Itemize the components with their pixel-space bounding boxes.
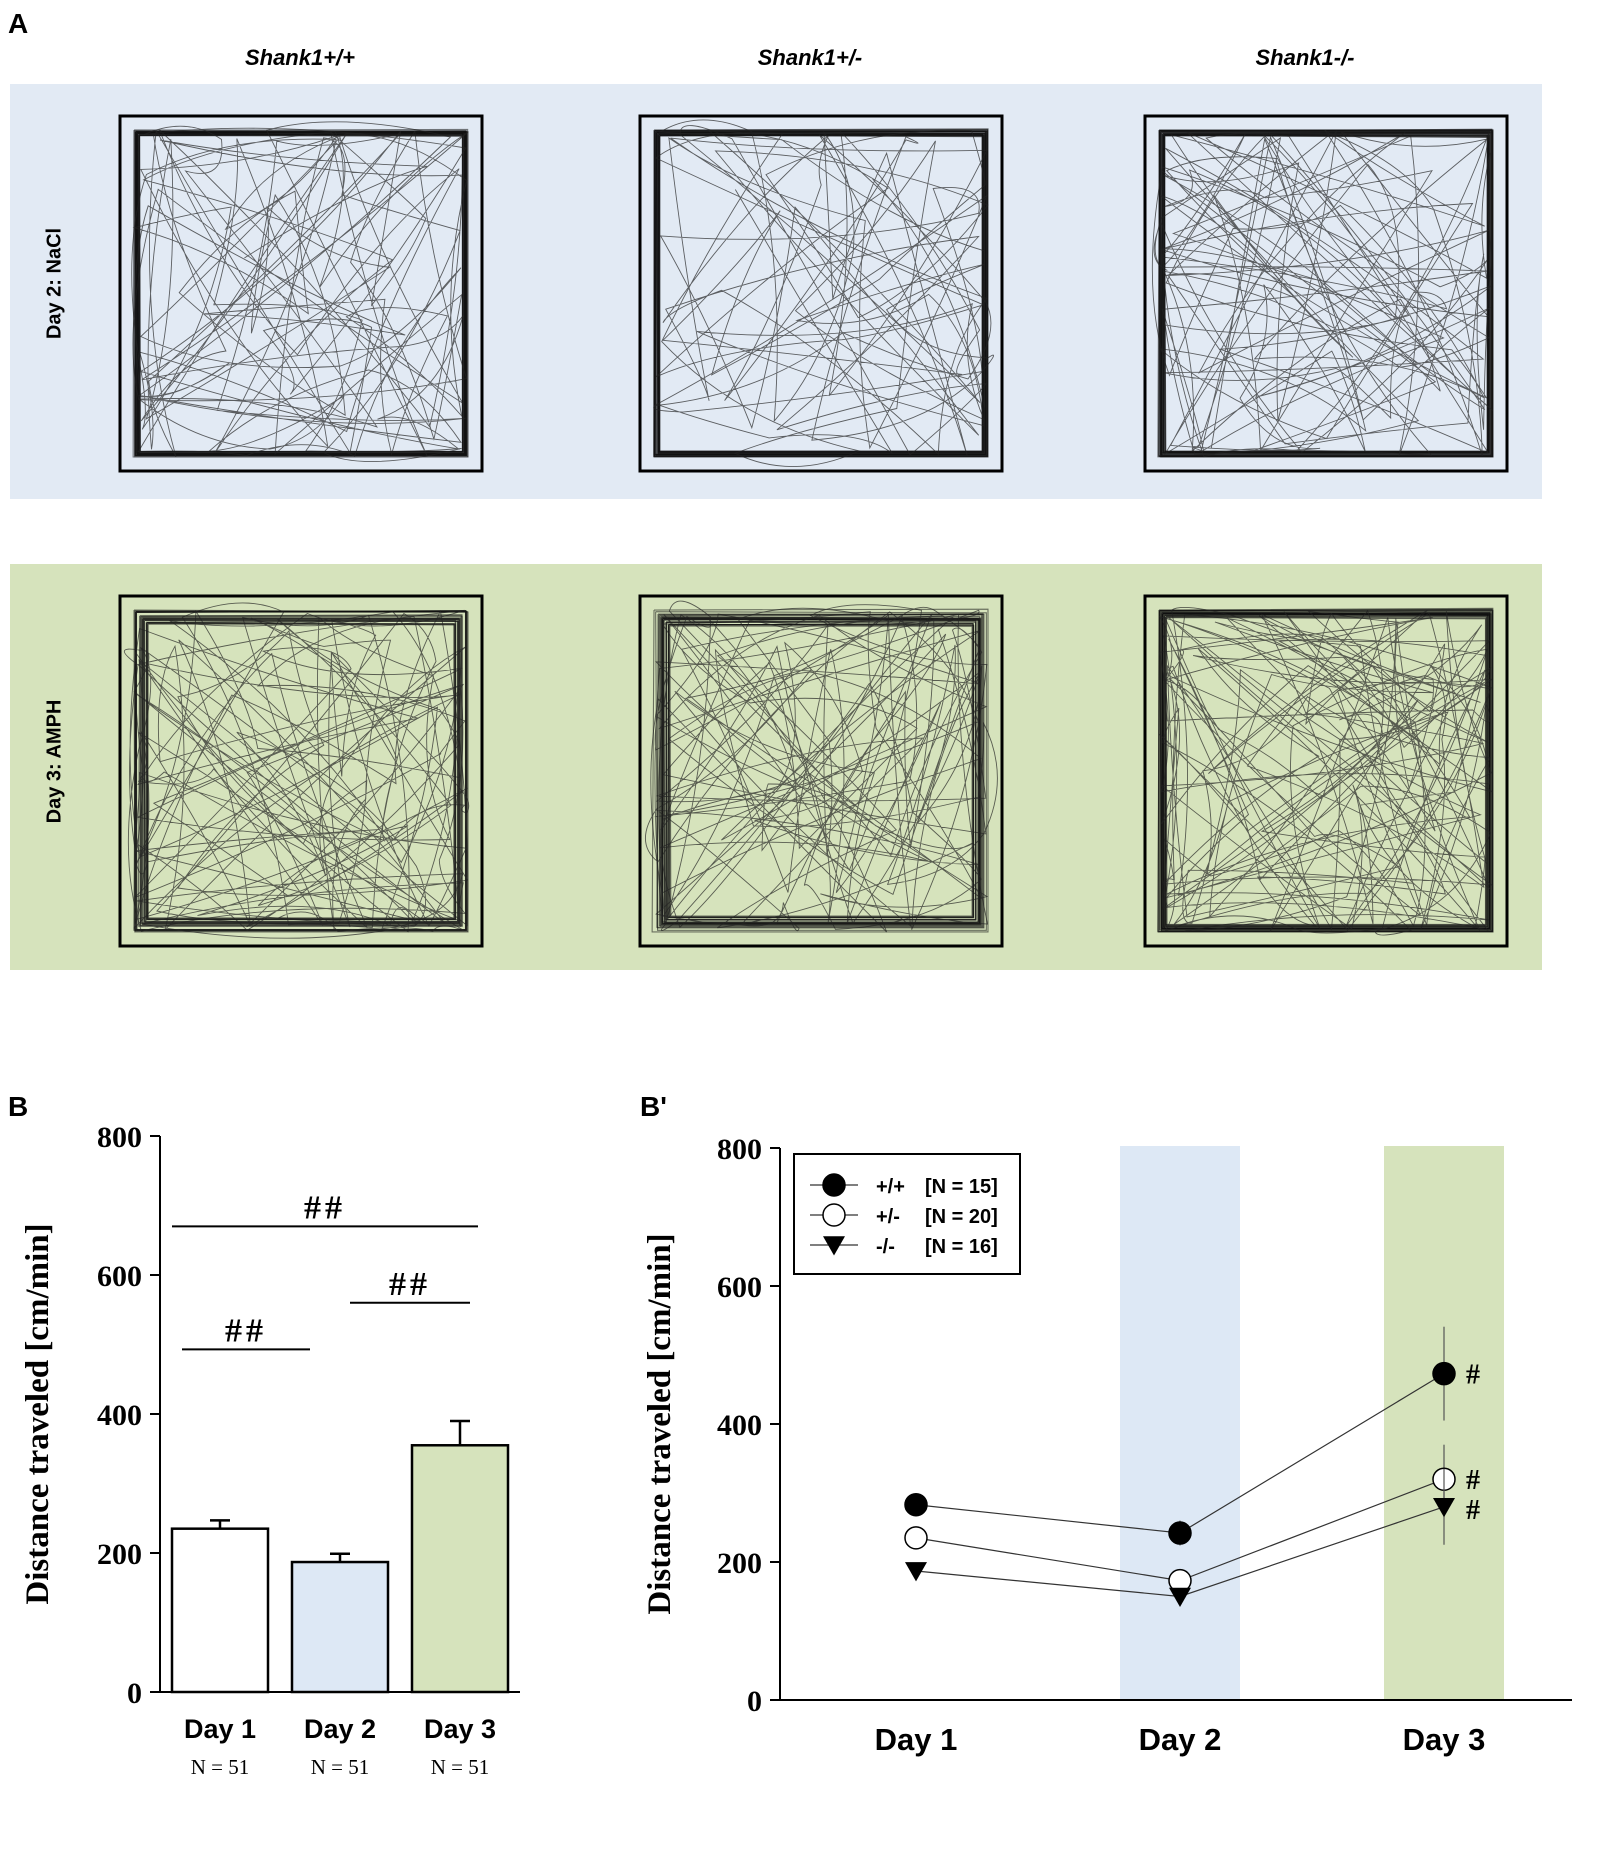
arena-frame-1 <box>638 594 1004 948</box>
legend-n: [N = 15] <box>925 1176 998 1198</box>
significance-mark: # <box>1466 1360 1480 1391</box>
perimeter-trace <box>657 133 985 454</box>
arena-frame-0 <box>118 114 484 473</box>
amph-row-band <box>10 564 1542 970</box>
interior-trace <box>653 119 994 467</box>
n-label: N = 51 <box>191 1755 250 1779</box>
marker-triangle-down <box>823 1236 845 1256</box>
marker-filled-circle <box>1168 1521 1192 1545</box>
panel-a-letter: A <box>8 8 29 39</box>
interior-trace <box>1158 607 1494 936</box>
perimeter-trace <box>657 613 985 929</box>
arena-frame-1 <box>638 114 1004 473</box>
marker-triangle-down <box>1433 1498 1455 1518</box>
y-tick-label: 800 <box>717 1133 762 1166</box>
shaded-band-1 <box>1120 1146 1240 1700</box>
perimeter-trace <box>1165 616 1487 926</box>
legend-symbol: +/- <box>876 1206 900 1228</box>
perimeter-trace <box>134 130 468 457</box>
nacl-row-band <box>10 84 1542 499</box>
x-tick-label: Day 2 <box>1139 1722 1222 1757</box>
significance-label: ## <box>389 1266 431 1303</box>
row-label-amph: Day 3: AMPH <box>43 699 66 824</box>
significance-label: ## <box>304 1189 346 1226</box>
significance-mark: # <box>1466 1465 1480 1496</box>
marker-open-circle <box>822 1203 846 1227</box>
legend-symbol: -/- <box>876 1236 895 1258</box>
panel-b-prime-letter: B' <box>640 1091 667 1122</box>
x-tick-label: Day 3 <box>1403 1722 1486 1757</box>
interior-trace <box>1151 129 1493 458</box>
marker-filled-circle <box>904 1492 928 1517</box>
panel-b-prime-line-chart: B' 0 200 400 600 800 Distance traveled [cm/min… <box>640 1091 1572 1757</box>
legend-symbol: +/+ <box>876 1176 905 1198</box>
perimeter-trace <box>655 611 987 931</box>
interior-trace <box>645 600 998 933</box>
marker-triangle-down <box>1169 1587 1191 1607</box>
row-background <box>10 564 1542 970</box>
series-0: # <box>904 1326 1480 1546</box>
y-tick-label: 800 <box>97 1121 142 1154</box>
n-label: N = 51 <box>431 1755 490 1779</box>
y-tick-label: 400 <box>717 1409 762 1442</box>
perimeter-trace <box>655 132 986 455</box>
arena-frame-2 <box>1143 594 1509 948</box>
amph-track-row <box>10 564 1542 970</box>
arena-track-1 <box>645 600 998 933</box>
arena-track-2 <box>1151 128 1494 458</box>
legend: +/+ [N = 15] +/- [N = 20] -/- [N = 16] <box>793 1153 1021 1275</box>
perimeter-trace <box>1160 133 1490 454</box>
genotype-label-het: Shank1+/- <box>757 45 863 70</box>
perimeter-trace <box>133 128 469 458</box>
arena-track-1 <box>653 119 994 467</box>
row-label-nacl: Day 2: NaCl <box>43 227 66 340</box>
y-tick-label: 200 <box>717 1547 762 1580</box>
y-tick-label: 600 <box>717 1271 762 1304</box>
perimeter-trace <box>654 130 988 457</box>
arena-track-2 <box>1157 607 1494 936</box>
n-label: N = 51 <box>311 1755 370 1779</box>
legend-n: [N = 16] <box>925 1236 998 1258</box>
significance-mark: # <box>1466 1495 1480 1526</box>
perimeter-trace <box>1158 129 1494 458</box>
y-tick-label: 0 <box>747 1685 762 1718</box>
x-tick-label: Day 3 <box>424 1714 496 1744</box>
panel-b-bar-chart: B 0 200 400 600 800 Distance traveled [cm/min]… <box>8 1091 520 1779</box>
arena-frame-2 <box>1143 114 1509 473</box>
genotype-label-wt: Shank1+/+ <box>244 45 356 70</box>
series-2: # <box>905 1468 1480 1607</box>
bar-day-1 <box>170 1527 270 1694</box>
y-tick-label: 400 <box>97 1399 142 1432</box>
arena-track-0 <box>131 121 469 462</box>
perimeter-trace <box>665 619 977 921</box>
bar-day-2 <box>290 1560 390 1694</box>
interior-trace <box>131 121 469 462</box>
interior-trace <box>123 602 470 939</box>
significance-label: ## <box>225 1312 267 1349</box>
arena-track-0 <box>123 602 470 939</box>
legend-n: [N = 20] <box>925 1206 998 1228</box>
y-axis-label: Distance traveled [cm/min] <box>642 1233 678 1614</box>
x-tick-label: Day 1 <box>184 1714 256 1744</box>
x-tick-label: Day 2 <box>304 1714 376 1744</box>
shaded-band-2 <box>1384 1146 1504 1700</box>
perimeter-trace <box>653 129 989 458</box>
genotype-label-ko: Shank1-/- <box>1255 45 1355 70</box>
panel-b-letter: B <box>8 1091 28 1122</box>
y-tick-label: 600 <box>97 1260 142 1293</box>
nacl-track-row <box>10 84 1542 499</box>
y-tick-label: 200 <box>97 1538 142 1571</box>
marker-open-circle <box>904 1526 928 1550</box>
marker-filled-circle <box>1432 1361 1456 1386</box>
x-tick-label: Day 1 <box>875 1722 958 1757</box>
perimeter-trace <box>657 134 984 453</box>
perimeter-trace <box>146 623 455 919</box>
bar-day-3 <box>410 1444 510 1694</box>
y-axis-label: Distance traveled [cm/min] <box>20 1223 56 1604</box>
marker-triangle-down <box>905 1562 927 1582</box>
y-tick-label: 0 <box>127 1677 142 1710</box>
marker-filled-circle <box>822 1173 846 1197</box>
perimeter-trace <box>139 134 463 452</box>
arena-frame-0 <box>118 594 484 948</box>
